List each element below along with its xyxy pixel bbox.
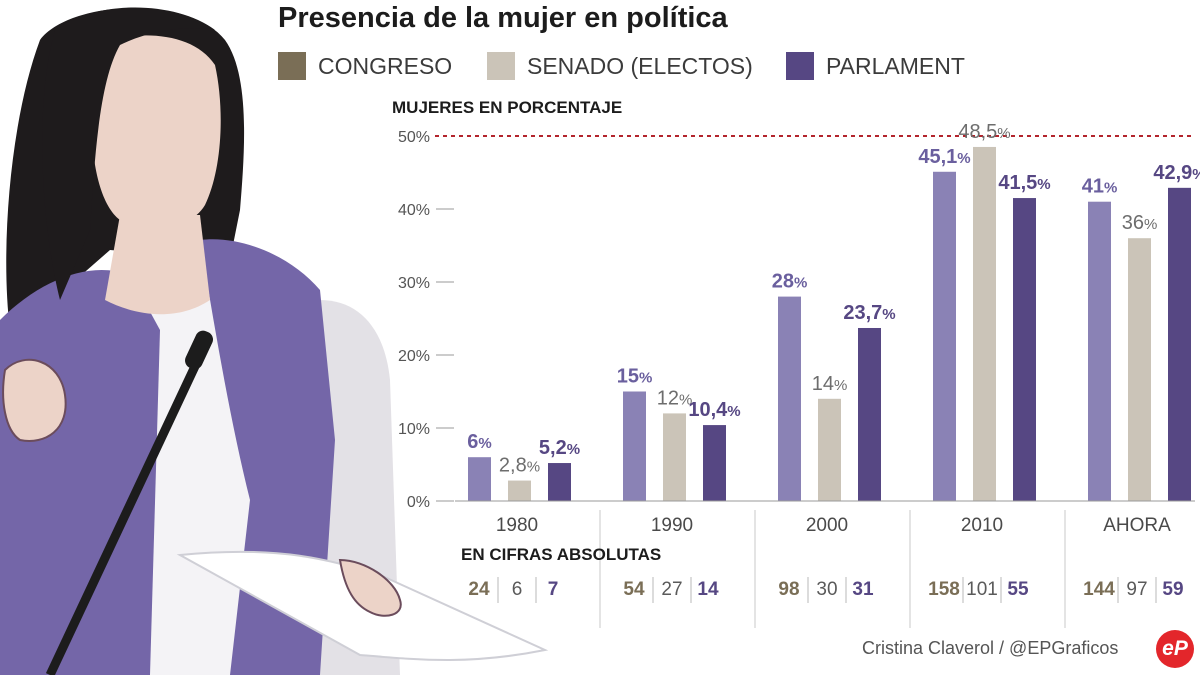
bar-label-congreso-2010: 45,1% <box>918 146 970 168</box>
legend-item-congreso: CONGRESO <box>278 50 452 82</box>
bar-label-parlament-ahora: 42,9% <box>1153 162 1200 184</box>
y-tick-label: 50% <box>398 129 430 146</box>
absolute-value-congreso-1990: 54 <box>623 579 645 600</box>
legend-swatch-congreso <box>278 52 306 80</box>
y-axis: 0% 10% 20% 30% 40% 50% <box>398 129 454 511</box>
absolute-value-senado-1980: 6 <box>512 579 523 600</box>
credit-text: Cristina Claverol / @EPGraficos <box>862 638 1119 658</box>
bar-senado-2010 <box>973 146 996 501</box>
x-axis: 1980 1990 2000 2010 AHORA <box>496 510 1171 628</box>
bar-label-senado-ahora: 36% <box>1122 212 1158 234</box>
x-tick-label: 2000 <box>806 515 848 536</box>
absolute-value-senado-1990: 27 <box>661 579 682 600</box>
bar-label-senado-1990: 12% <box>657 387 693 409</box>
bar-label-senado-2010: 48,5% <box>958 121 1010 143</box>
bar-congreso-1990 <box>623 391 646 501</box>
bar-senado-1990 <box>663 413 686 501</box>
bar-label-congreso-1980: 6% <box>467 431 491 453</box>
bar-label-congreso-ahora: 41% <box>1082 176 1118 198</box>
y-tick-label: 10% <box>398 421 430 438</box>
x-tick-label: 1980 <box>496 515 538 536</box>
absolute-value-congreso-2000: 98 <box>778 579 799 600</box>
bar-parlament-2000 <box>858 327 881 501</box>
bar-senado-2000 <box>818 398 841 501</box>
hand-shape <box>2 358 67 442</box>
bar-chart: 0% 10% 20% 30% 40% 50% 6% 2,8%5,2% 15%12%10,4% 2… <box>398 121 1200 628</box>
x-tick-label: 1990 <box>651 515 693 536</box>
hair-fringe-shape <box>42 7 216 300</box>
legend-label-congreso: CONGRESO <box>318 52 453 79</box>
y-tick-label: 30% <box>398 275 430 292</box>
y-axis-title: MUJERES EN PORCENTAJE <box>392 98 623 117</box>
legend-label-parlament: PARLAMENT <box>826 52 965 79</box>
absolute-value-senado-2010: 101 <box>966 579 998 600</box>
bar-label-senado-2000: 14% <box>812 373 848 395</box>
x-tick-label: AHORA <box>1103 515 1171 536</box>
absolute-value-parlament-ahora: 59 <box>1162 579 1183 600</box>
absolute-value-congreso-2010: 158 <box>928 579 960 600</box>
right-hand-shape <box>338 558 402 617</box>
bar-congreso-2000 <box>778 296 801 501</box>
absolute-value-congreso-ahora: 144 <box>1083 579 1115 600</box>
legend-item-senado: SENADO (ELECTOS) <box>487 50 753 82</box>
bar-label-congreso-2000: 28% <box>772 271 808 293</box>
bar-congreso-ahora <box>1088 201 1111 501</box>
neck-shape <box>105 215 210 315</box>
bar-label-congreso-1990: 15% <box>617 366 653 388</box>
bar-congreso-2010 <box>933 171 956 501</box>
absolute-value-senado-2000: 30 <box>816 579 837 600</box>
y-tick-label: 0% <box>407 494 430 511</box>
absolute-value-parlament-1990: 14 <box>697 579 719 600</box>
y-tick-label: 40% <box>398 202 430 219</box>
ep-logo: eP <box>1156 630 1194 668</box>
microphone-head <box>185 330 213 370</box>
absolute-value-senado-ahora: 97 <box>1126 579 1147 600</box>
absolute-figures-table: 24 6 7 54 27 14 98 30 31 158 101 55 144 97 59 <box>468 577 1184 603</box>
bar-label-senado-1980: 2,8% <box>499 455 540 477</box>
face-shape <box>91 35 221 229</box>
bar-label-parlament-1990: 10,4% <box>688 399 740 421</box>
bar-senado-1980 <box>508 480 531 501</box>
legend-swatch-parlament <box>786 52 814 80</box>
bar-label-parlament-2010: 41,5% <box>998 172 1050 194</box>
bar-label-parlament-1980: 5,2% <box>539 437 580 459</box>
legend-label-senado: SENADO (ELECTOS) <box>527 52 753 79</box>
y-tick-label: 20% <box>398 348 430 365</box>
microphone-stand <box>45 343 210 675</box>
bar-parlament-2010 <box>1013 198 1036 502</box>
absolute-value-parlament-1980: 7 <box>548 579 559 600</box>
absolute-value-congreso-1980: 24 <box>468 579 490 600</box>
bar-parlament-ahora <box>1168 187 1191 501</box>
bar-label-parlament-2000: 23,7% <box>843 302 895 324</box>
absolute-value-parlament-2000: 31 <box>852 579 874 600</box>
bar-congreso-1980 <box>468 457 491 501</box>
legend-item-parlament: PARLAMENT <box>786 50 965 82</box>
bar-parlament-1990 <box>703 425 726 501</box>
bars-group: 6% 2,8%5,2% 15%12%10,4% 28% 14% 23,7% 45,1% 48,… <box>467 121 1200 502</box>
chart-title: Presencia de la mujer en política <box>278 2 728 34</box>
illustration-woman-speaking <box>0 7 549 675</box>
absolute-value-parlament-2010: 55 <box>1007 579 1029 600</box>
legend-swatch-senado <box>487 52 515 80</box>
absolute-figures-title: EN CIFRAS ABSOLUTAS <box>461 545 662 564</box>
bar-senado-ahora <box>1128 238 1151 501</box>
x-tick-label: 2010 <box>961 515 1003 536</box>
bar-parlament-1980 <box>548 463 571 501</box>
